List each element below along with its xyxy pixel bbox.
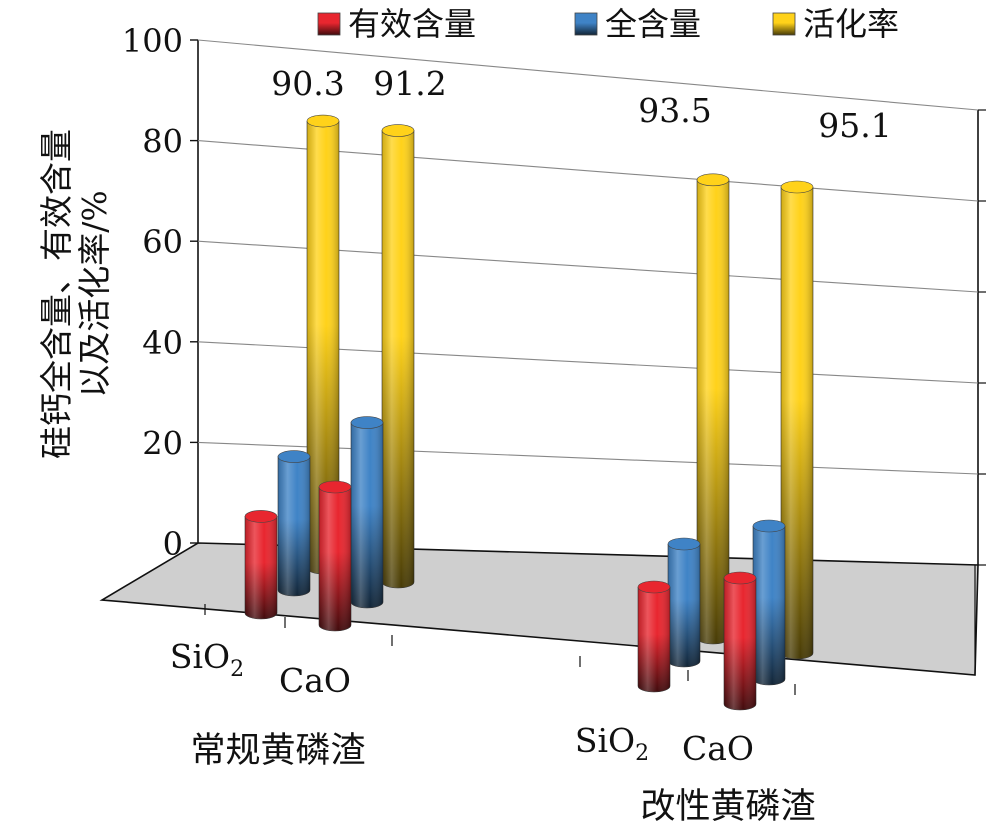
legend-item-活化率: 活化率 — [772, 5, 899, 43]
bar-活化率-改性黄磷渣-CaO — [780, 180, 814, 660]
x-group-label: 常规黄磷渣 — [190, 731, 365, 771]
data-label: 95.1 — [818, 106, 891, 145]
data-labels: 90.3 91.2 93.5 95.1 — [271, 64, 891, 145]
legend-item-全含量: 全含量 — [574, 5, 701, 43]
y-tick-label: 0 — [163, 525, 183, 563]
y-tick-label: 60 — [142, 223, 183, 261]
x-group-label: 改性黄磷渣 — [640, 787, 815, 827]
x-category-label: SiO2 — [575, 721, 649, 766]
y-tick-label: 80 — [142, 123, 183, 161]
y-tick-labels: 0 20 40 60 80 100 — [122, 22, 986, 566]
svg-text:有效含量: 有效含量 — [348, 5, 476, 43]
legend-item-有效含量: 有效含量 — [317, 5, 476, 43]
data-label: 93.5 — [638, 91, 711, 130]
bar-有效含量-改性黄磷渣-CaO — [723, 571, 757, 711]
svg-text:活化率: 活化率 — [803, 5, 899, 43]
bar-全含量-改性黄磷渣-CaO — [752, 519, 786, 686]
legend: 有效含量 全含量 活化率 — [317, 5, 899, 43]
bar-活化率-常规黄磷渣-CaO — [381, 124, 415, 589]
y-axis-title-line-1: 硅钙全含量、有效含量 — [37, 129, 76, 459]
x-category-label: SiO2 — [170, 637, 244, 682]
y-tick-label: 20 — [142, 424, 183, 462]
bar-有效含量-常规黄磷渣-SiO — [244, 510, 278, 620]
bar-全含量-改性黄磷渣-SiO — [667, 537, 701, 668]
x-category-label: CaO — [682, 729, 754, 768]
bar-全含量-常规黄磷渣-CaO — [350, 416, 384, 609]
y-tick-label: 40 — [142, 324, 183, 362]
y-axis-title-line-2: 以及活化率/% — [75, 190, 114, 398]
y-axis-title: 硅钙全含量、有效含量 以及活化率/% — [37, 34, 118, 554]
data-label: 90.3 — [271, 64, 344, 103]
gridline — [197, 39, 979, 111]
floor-plane — [99, 542, 979, 676]
y-tick-label: 100 — [122, 22, 183, 60]
bar-有效含量-常规黄磷渣-CaO — [318, 480, 352, 632]
bar-活化率-常规黄磷渣-SiO — [306, 114, 340, 575]
x-labels: SiO2 CaO 常规黄磷渣 SiO2 CaO 改性黄磷渣 — [170, 637, 816, 827]
svg-text:全含量: 全含量 — [605, 5, 701, 43]
x-category-label: CaO — [279, 661, 351, 700]
bar-全含量-常规黄磷渣-SiO — [277, 450, 311, 597]
bar-有效含量-改性黄磷渣-SiO — [637, 580, 671, 693]
data-label: 91.2 — [373, 64, 446, 103]
bar-活化率-改性黄磷渣-SiO — [696, 173, 730, 645]
bars — [244, 114, 814, 711]
